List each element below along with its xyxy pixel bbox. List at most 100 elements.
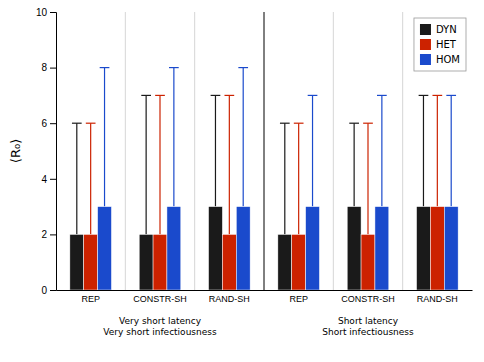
whisker	[367, 123, 368, 234]
legend-label: DYN	[436, 24, 457, 35]
legend-label: HET	[436, 39, 457, 50]
x-tick-label: REP	[81, 294, 100, 304]
bar	[306, 207, 320, 290]
y-tick: 10	[36, 7, 56, 18]
whisker-cap	[419, 95, 429, 96]
bar	[278, 234, 292, 290]
y-tick: 4	[41, 174, 56, 185]
x-tick: CONSTR-SH	[133, 290, 187, 304]
x-tick-label: CONSTR-SH	[133, 294, 187, 304]
y-axis-line	[50, 13, 57, 291]
y-tick-label: 8	[41, 62, 47, 73]
whisker-cap	[211, 95, 221, 96]
y-tick-label: 0	[41, 285, 47, 296]
group-separator	[333, 12, 334, 290]
x-tick-label: RAND-SH	[209, 294, 250, 304]
legend: DYN HET HOM	[414, 18, 466, 71]
whisker	[173, 68, 174, 207]
whisker-cap	[349, 123, 359, 124]
whisker	[354, 123, 355, 206]
y-tick-label: 2	[41, 229, 47, 240]
section-divider	[264, 12, 265, 290]
legend-swatch	[420, 54, 431, 65]
legend-item: HET	[420, 39, 457, 51]
x-tick: RAND-SH	[417, 290, 458, 304]
x-tick-label: REP	[289, 294, 308, 304]
series	[84, 95, 445, 290]
chart: 0 2 4 6 8 10 REP CONSTR-SH RAND-SH REP CONSTR-SH RA…	[0, 0, 484, 362]
whisker	[159, 95, 160, 234]
section-label: Short latencyShort infectiousness	[322, 316, 414, 337]
whisker	[298, 123, 299, 234]
whisker	[243, 68, 244, 207]
y-tick-mark	[50, 68, 56, 69]
whisker-cap	[363, 123, 373, 124]
y-tick: 8	[41, 62, 56, 73]
whisker-cap	[155, 95, 165, 96]
y-tick-mark	[50, 123, 56, 124]
whisker-cap	[294, 123, 304, 124]
y-tick: 6	[41, 118, 56, 129]
y-tick-mark	[50, 290, 56, 291]
x-axis: REP CONSTR-SH RAND-SH REP CONSTR-SH RAND-SH	[57, 290, 473, 304]
whisker	[312, 95, 313, 206]
y-tick-label: 4	[41, 174, 47, 185]
y-tick-mark	[50, 234, 56, 235]
bar	[70, 234, 84, 290]
whisker	[215, 95, 216, 206]
legend-label: HOM	[436, 54, 460, 65]
bar	[444, 207, 458, 290]
x-axis-line	[57, 290, 473, 291]
whisker-cap	[100, 67, 110, 68]
bar	[98, 207, 112, 290]
whisker	[229, 95, 230, 234]
whisker-cap	[308, 95, 318, 96]
legend-item: HOM	[420, 54, 460, 66]
whisker-cap	[72, 123, 82, 124]
whisker-cap	[169, 67, 179, 68]
whisker	[90, 123, 91, 234]
legend-item: DYN	[420, 24, 457, 36]
bar	[209, 207, 223, 290]
legend-swatch	[420, 39, 431, 50]
bar	[222, 234, 236, 290]
whisker-cap	[141, 95, 151, 96]
whisker	[423, 95, 424, 206]
whisker-cap	[224, 95, 234, 96]
group-separator	[125, 12, 126, 290]
y-axis-title: ⟨R₀⟩	[8, 139, 23, 163]
y-tick-mark	[50, 179, 56, 180]
whisker	[104, 68, 105, 207]
whisker	[437, 95, 438, 206]
series	[70, 95, 431, 290]
group-separator	[194, 12, 195, 290]
separators	[125, 12, 402, 290]
bar	[417, 207, 431, 290]
y-axis: 0 2 4 6 8 10	[36, 7, 57, 296]
whisker-cap	[377, 95, 387, 96]
series	[98, 68, 459, 290]
whisker-cap	[86, 123, 96, 124]
whisker	[146, 95, 147, 234]
x-tick-label: CONSTR-SH	[341, 294, 395, 304]
bar	[292, 234, 306, 290]
bar	[375, 207, 389, 290]
whisker	[451, 95, 452, 206]
marks	[70, 68, 458, 290]
x-tick: REP	[289, 290, 308, 304]
whisker	[76, 123, 77, 234]
section-label: Very short latencyVery short infectiousn…	[103, 316, 217, 337]
whisker	[381, 95, 382, 206]
legend-swatch	[420, 24, 431, 35]
bar	[430, 207, 444, 290]
whisker-cap	[446, 95, 456, 96]
plot: 0 2 4 6 8 10 REP CONSTR-SH RAND-SH REP CONSTR-SH RA…	[36, 7, 473, 337]
legend-frame	[414, 18, 466, 71]
y-tick-mark	[50, 12, 56, 13]
y-tick: 2	[41, 229, 56, 240]
x-tick-label: RAND-SH	[417, 294, 458, 304]
x-tick: CONSTR-SH	[341, 290, 395, 304]
y-tick-label: 10	[36, 7, 48, 18]
x-tick: REP	[81, 290, 100, 304]
whisker-cap	[432, 95, 442, 96]
